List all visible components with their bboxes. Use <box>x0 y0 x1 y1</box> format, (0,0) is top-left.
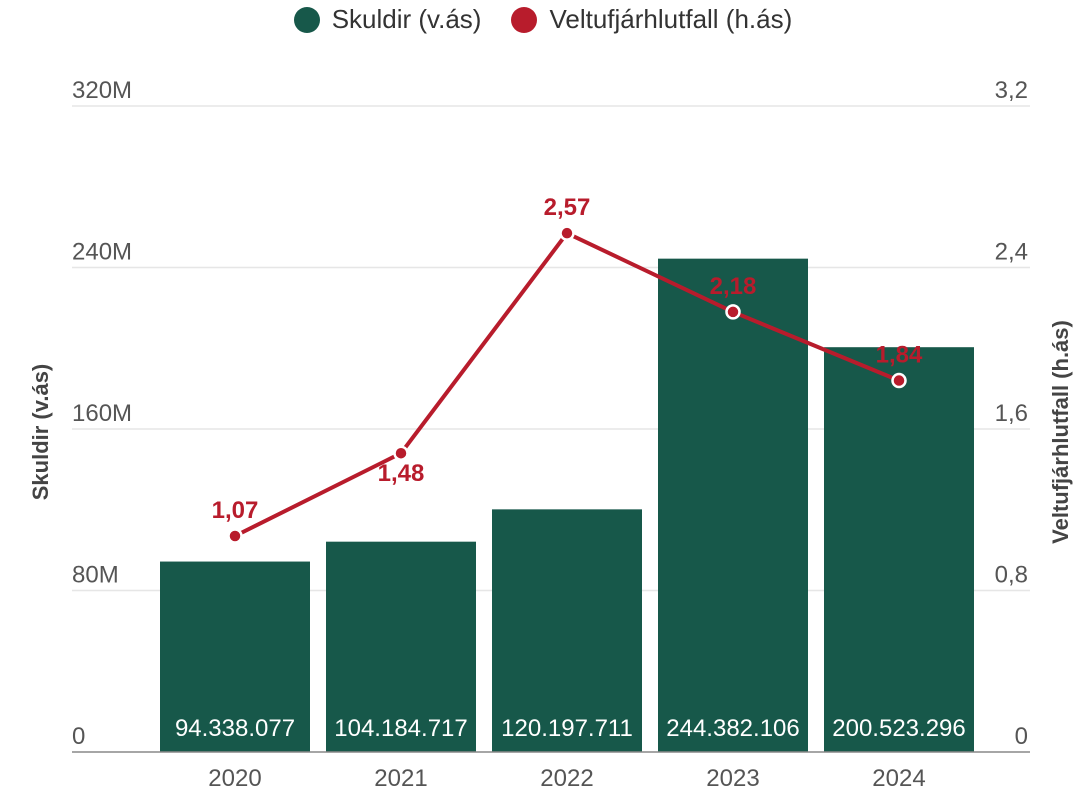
x-axis-tick-label: 2023 <box>706 765 759 792</box>
line-value-label: 2,18 <box>710 273 757 300</box>
line-value-label: 1,48 <box>378 460 425 487</box>
bar-labels-group: 94.338.077 104.184.717 120.197.711 244.382.… <box>175 715 966 742</box>
legend-label-skuldir: Skuldir (v.ás) <box>331 4 482 34</box>
bar <box>492 509 642 752</box>
bar <box>824 347 974 752</box>
legend: Skuldir (v.ás) Veltufjárhlutfall (h.ás) <box>0 4 1086 35</box>
legend-swatch-veltufjarhlutfall <box>511 6 538 33</box>
right-axis-ticks: 0 0,8 1,6 2,4 3,2 <box>995 77 1028 750</box>
line-point <box>227 528 243 544</box>
line-value-label: 1,07 <box>212 497 259 524</box>
x-axis-tick-label: 2021 <box>374 765 427 792</box>
line-point <box>725 304 741 320</box>
bars-group <box>160 258 974 752</box>
x-axis-ticks: 2020 2021 2022 2023 2024 <box>208 765 925 792</box>
x-axis-tick-label: 2024 <box>872 765 925 792</box>
legend-item-veltufjarhlutfall[interactable]: Veltufjárhlutfall (h.ás) <box>511 4 792 35</box>
left-axis-tick-label: 160M <box>72 400 132 427</box>
right-axis-tick-label: 3,2 <box>995 77 1028 104</box>
right-axis-tick-label: 0,8 <box>995 562 1028 589</box>
bar-value-label: 200.523.296 <box>832 715 965 742</box>
bar-value-label: 120.197.711 <box>501 715 633 742</box>
legend-item-skuldir[interactable]: Skuldir (v.ás) <box>293 4 482 35</box>
line-value-label: 2,57 <box>544 194 591 221</box>
right-axis-tick-label: 2,4 <box>995 239 1028 266</box>
left-axis-tick-label: 0 <box>72 723 85 750</box>
line-value-label: 1,84 <box>876 342 923 369</box>
left-axis-tick-label: 320M <box>72 77 132 104</box>
x-axis-tick-label: 2022 <box>540 765 593 792</box>
bar-value-label: 94.338.077 <box>175 715 295 742</box>
line-point <box>559 225 575 241</box>
line-point <box>393 445 409 461</box>
left-axis-ticks: 0 80M 160M 240M 320M <box>72 77 132 750</box>
right-axis-tick-label: 0 <box>1015 723 1028 750</box>
bar <box>658 258 808 752</box>
x-axis-tick-label: 2020 <box>208 765 261 792</box>
left-axis-tick-label: 80M <box>72 562 119 589</box>
bar <box>326 541 476 752</box>
legend-label-veltufjarhlutfall: Veltufjárhlutfall (h.ás) <box>549 4 793 34</box>
right-axis-tick-label: 1,6 <box>995 400 1028 427</box>
left-axis-tick-label: 240M <box>72 239 132 266</box>
line-group: 1,07 1,48 2,57 2,18 1,84 <box>212 194 923 544</box>
line-point <box>891 372 907 389</box>
bar-value-label: 244.382.106 <box>666 715 799 742</box>
bar-value-label: 104.184.717 <box>334 715 467 742</box>
left-axis-title: Skuldir (v.ás) <box>28 364 53 501</box>
right-axis-title: Veltufjárhlutfall (h.ás) <box>1048 320 1073 544</box>
legend-swatch-skuldir <box>293 6 320 33</box>
bar <box>160 561 310 752</box>
